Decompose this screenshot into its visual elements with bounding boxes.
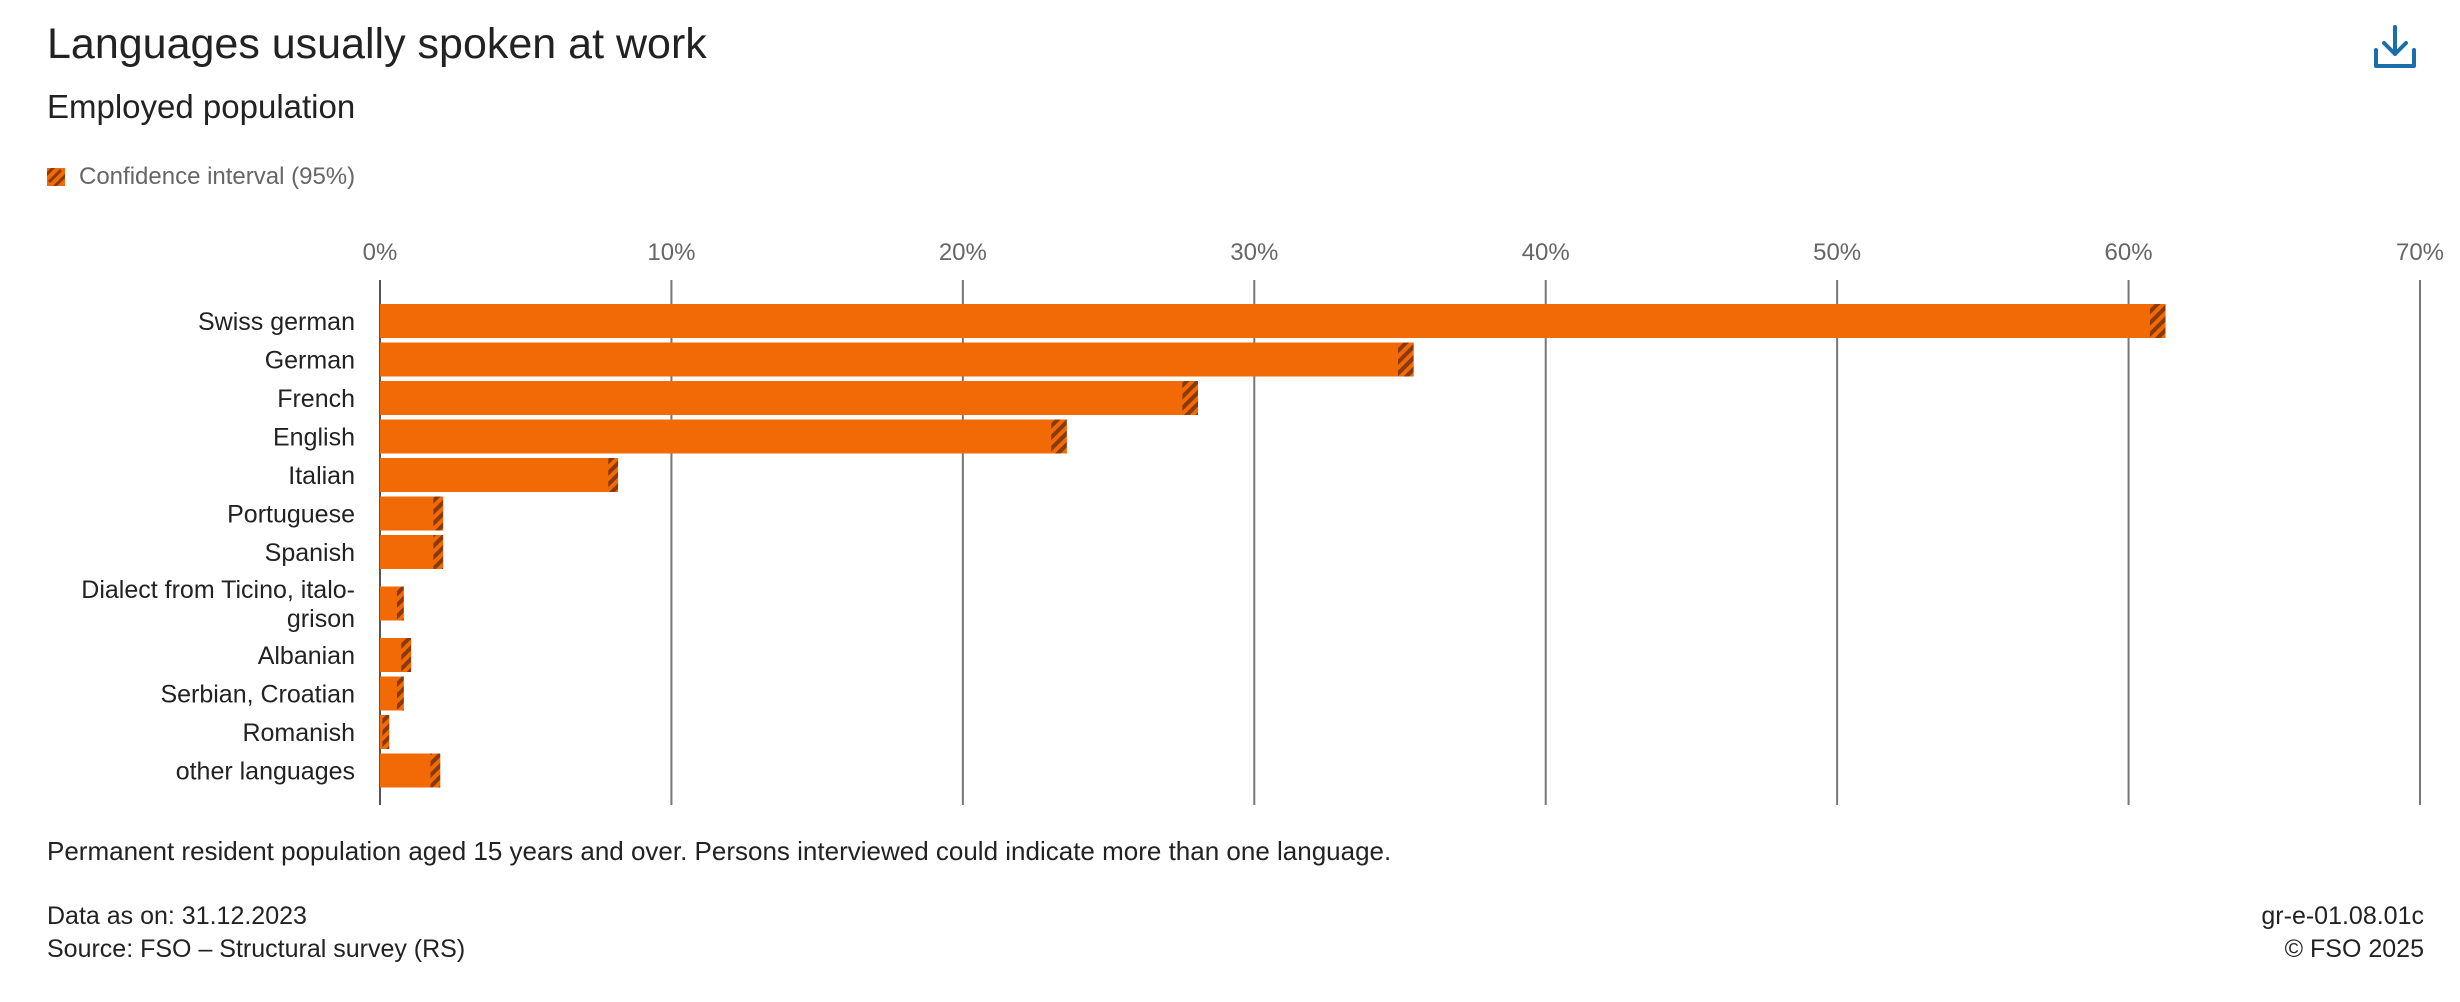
chart-title: Languages usually spoken at work (47, 20, 707, 68)
x-tick-label: 50% (1813, 239, 1861, 266)
bar (380, 753, 436, 788)
x-tick-label: 0% (363, 239, 398, 266)
x-tick-label: 20% (939, 239, 987, 266)
category-label: Albanian (258, 642, 355, 670)
x-tick-label: 30% (1230, 239, 1278, 266)
category-label: Italian (288, 462, 355, 490)
confidence-interval (1182, 381, 1198, 415)
category-label: grison (287, 605, 355, 633)
category-label: Serbian, Croatian (160, 681, 355, 709)
copyright: © FSO 2025 (2284, 935, 2424, 963)
bar (380, 458, 614, 492)
confidence-interval (430, 753, 441, 788)
bar (380, 496, 439, 531)
confidence-interval (396, 676, 404, 711)
category-label: German (265, 347, 355, 375)
chart-subtitle: Employed population (47, 88, 356, 125)
bar-chart: 0% 10% 20% 30% 40% 50% 60% 70% Swiss german Germa… (81, 239, 2444, 805)
category-label: Dialect from Ticino, italo- (81, 576, 355, 604)
download-icon[interactable] (2370, 22, 2420, 72)
bar (380, 342, 1406, 377)
meta-right: gr-e-01.08.01c © FSO 2025 (2261, 900, 2424, 966)
bar (380, 676, 401, 711)
x-tick-label: 60% (2105, 239, 2153, 266)
category-label: Romanish (242, 719, 355, 747)
category-label: English (273, 424, 355, 452)
confidence-interval (1051, 419, 1067, 454)
category-label: other languages (176, 758, 355, 786)
confidence-interval (433, 496, 444, 531)
confidence-interval (608, 458, 619, 492)
bar (380, 586, 401, 621)
bar (380, 304, 2158, 338)
legend: Confidence interval (95%) (47, 162, 355, 192)
category-label: Spanish (265, 539, 355, 567)
legend-label: Confidence interval (95%) (79, 163, 356, 190)
category-label: Portuguese (227, 501, 355, 529)
bar (380, 535, 439, 569)
confidence-interval (433, 535, 444, 569)
hatched-swatch-icon (47, 168, 65, 186)
graphic-code: gr-e-01.08.01c (2261, 902, 2424, 930)
data-source: Source: FSO – Structural survey (RS) (47, 935, 466, 963)
footnote: Permanent resident population aged 15 ye… (47, 836, 1392, 866)
confidence-interval (382, 715, 390, 749)
bar (380, 381, 1191, 415)
bar (380, 419, 1060, 454)
category-label: Swiss german (198, 308, 355, 336)
data-date: Data as on: 31.12.2023 (47, 902, 307, 930)
category-label: French (277, 385, 355, 413)
confidence-interval (401, 638, 412, 672)
x-tick-label: 10% (647, 239, 695, 266)
meta-left: Data as on: 31.12.2023 Source: FSO – Str… (47, 900, 465, 966)
x-tick-label: 40% (1522, 239, 1570, 266)
confidence-interval (396, 586, 404, 621)
confidence-interval (1398, 342, 1414, 377)
confidence-interval (2149, 304, 2166, 338)
x-tick-label: 70% (2396, 239, 2444, 266)
